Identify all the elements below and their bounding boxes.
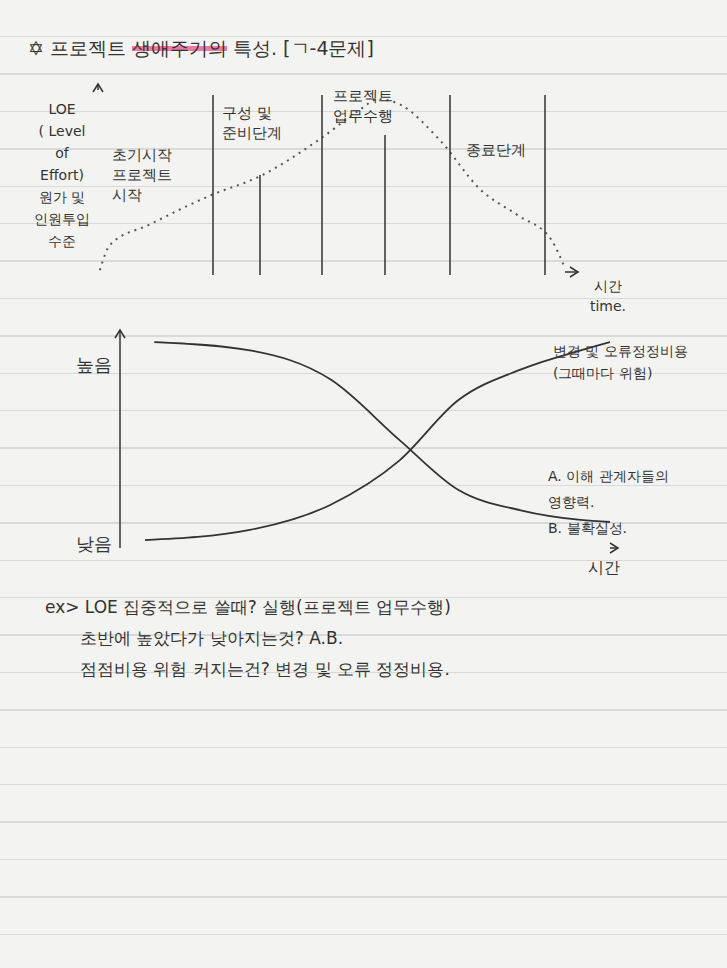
svg-text:낮음: 낮음 [76,533,112,554]
svg-text:높음: 높음 [76,354,112,375]
html-text:시작: 시작 [112,186,142,204]
html-text:of: of [55,145,69,161]
html-text:종료단계: 종료단계 [466,141,526,159]
html-text:구성 및: 구성 및 [222,104,272,122]
html-text:Effort): Effort) [40,167,84,183]
html-text:ex> LOE 집중적으로 쓸때? 실행(프로젝트 업무수행: ex> LOE 집중적으로 쓸때? 실행(프로젝트 업무수행) [45,597,451,617]
html-text:프로젝트: 프로젝트 [333,87,393,105]
html-text:프로젝트: 프로젝트 [112,166,172,184]
html-text:원가 및: 원가 및 [38,189,86,205]
html-text:( Level: ( Level [38,123,86,139]
html-text:영향력.: 영향력. [548,494,595,510]
html-text:점점비용 위험 커지는건? 변경 및 오류 정정비용.: 점점비용 위험 커지는건? 변경 및 오류 정정비용. [80,659,450,679]
html-text:준비단계: 준비단계 [222,124,282,142]
html-text:초기시작: 초기시작 [112,146,172,164]
html-text:초반에 높았다가 낮아지는것? A.B.: 초반에 높았다가 낮아지는것? A.B. [80,628,343,648]
html-text:(그때마다 위험): (그때마다 위험) [553,365,653,381]
html-text:A. 이해 관계자들의: A. 이해 관계자들의 [548,468,669,484]
html-text:LOE: LOE [48,101,76,117]
html-text:time.: time. [590,298,626,314]
html-text:✡ 프로젝트생애주기의특성. [ㄱ-4문제]: ✡ 프로젝트생애주기의특성. [ㄱ-4문제] [28,37,374,59]
html-text:B. 불확실성.: B. 불확실성. [548,520,627,536]
html-text:시간: 시간 [594,278,622,294]
html-text:수준: 수준 [48,233,76,249]
html-text:변경 및 오류정정비용: 변경 및 오류정정비용 [553,343,688,359]
html-text:시간: 시간 [588,558,620,577]
html-text:업무수행: 업무수행 [333,107,393,125]
html-text:인원투입: 인원투입 [34,211,90,227]
